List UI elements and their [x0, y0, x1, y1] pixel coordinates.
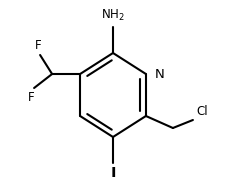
- Text: I: I: [110, 167, 115, 177]
- Text: N: N: [154, 68, 164, 81]
- Text: Cl: Cl: [195, 105, 207, 118]
- Text: F: F: [28, 91, 34, 104]
- Text: F: F: [35, 39, 41, 52]
- Text: NH$_2$: NH$_2$: [101, 8, 124, 23]
